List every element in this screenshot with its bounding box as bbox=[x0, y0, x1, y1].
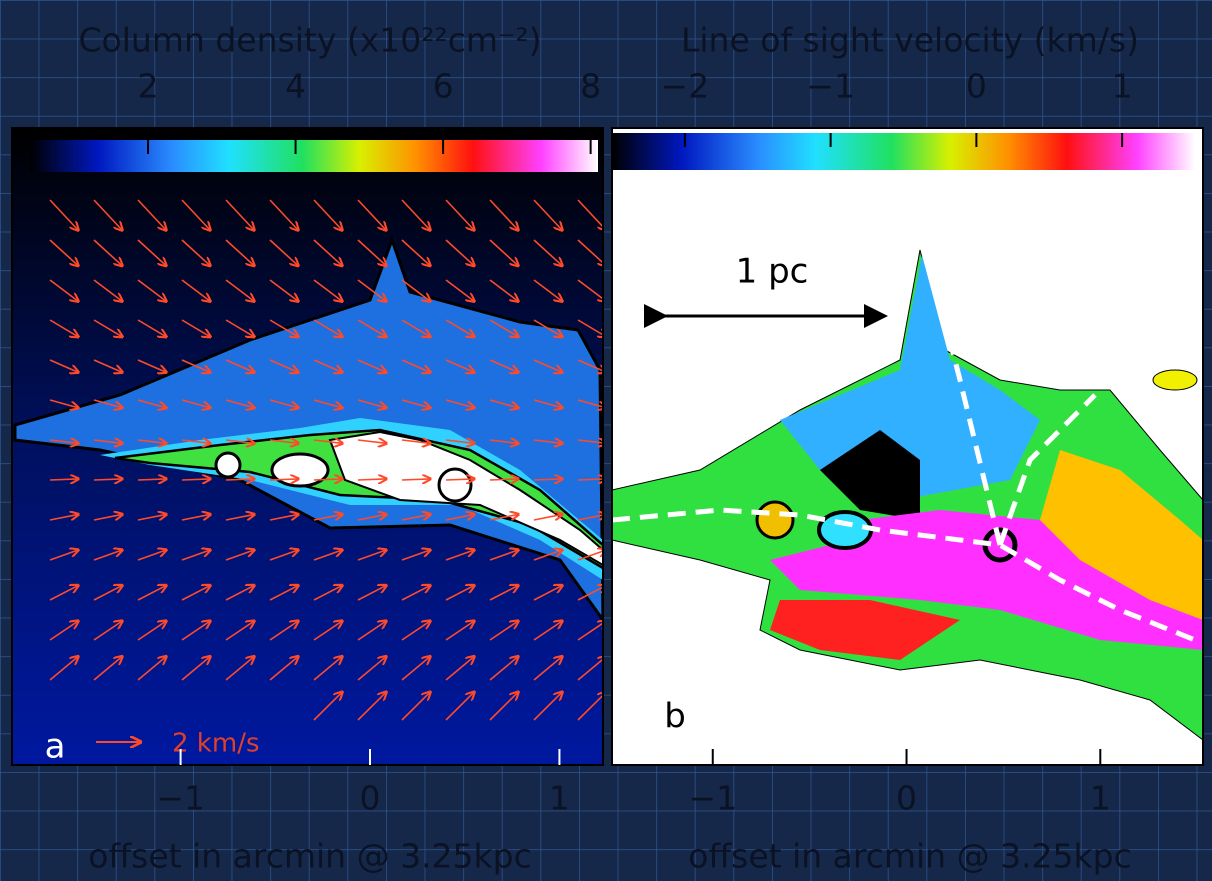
colorbar-tick-label: 4 bbox=[285, 67, 306, 106]
x-tick-label: −1 bbox=[156, 779, 205, 818]
panel-letter: b bbox=[664, 697, 686, 737]
velocity-arrow bbox=[314, 479, 342, 480]
colorbar-tick-label: 2 bbox=[138, 67, 159, 106]
x-tick-label: −1 bbox=[688, 779, 737, 818]
colorbar-tick-label: −1 bbox=[806, 67, 855, 106]
colorbar-tick-label: 1 bbox=[1112, 67, 1133, 106]
colorbar-tick-label: 0 bbox=[966, 67, 987, 106]
velocity-arrow bbox=[138, 479, 166, 480]
panel-letter: a bbox=[45, 727, 66, 767]
velocity-arrow bbox=[50, 479, 78, 480]
x-axis-label: offset in arcmin @ 3.25kpc bbox=[688, 837, 1132, 876]
velocity-arrow bbox=[94, 479, 122, 480]
scale-bar-label: 1 pc bbox=[736, 252, 809, 292]
velocity-arrow bbox=[446, 479, 474, 480]
x-tick-label: 0 bbox=[896, 779, 917, 818]
velocity-arrow bbox=[534, 479, 562, 480]
colorbar-tick-label: 6 bbox=[433, 67, 454, 106]
velocity-arrow bbox=[182, 479, 210, 480]
panel-a-map bbox=[12, 128, 606, 765]
colorbar-label: Line of sight velocity (km/s) bbox=[681, 21, 1139, 60]
velocity-arrow bbox=[270, 479, 298, 480]
x-tick-label: 0 bbox=[360, 779, 381, 818]
colorbar-tick-label: −2 bbox=[661, 67, 710, 106]
figure: a 2 km/s b 1 pc Column density (x10²²cm⁻… bbox=[0, 0, 1212, 881]
colorbar-tick-label: 8 bbox=[580, 67, 601, 106]
x-axis-label: offset in arcmin @ 3.25kpc bbox=[88, 837, 532, 876]
panel-b-map bbox=[612, 128, 1203, 765]
x-tick-label: 1 bbox=[1090, 779, 1111, 818]
velocity-arrow bbox=[578, 479, 606, 480]
velocity-arrow bbox=[358, 479, 386, 480]
velocity-arrow bbox=[402, 479, 430, 480]
vector-key: 2 km/s bbox=[172, 729, 260, 759]
x-tick-label: 1 bbox=[549, 779, 570, 818]
velocity-arrow bbox=[490, 479, 518, 480]
velocity-arrow bbox=[226, 479, 254, 480]
colorbar-label: Column density (x10²²cm⁻²) bbox=[78, 21, 541, 60]
